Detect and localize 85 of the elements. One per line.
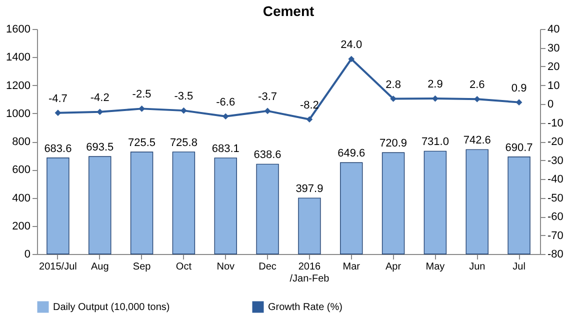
data-label: 720.9: [380, 138, 408, 150]
x-tick-label: Dec: [258, 262, 276, 272]
bar: [508, 156, 530, 254]
data-label: -8.2: [300, 99, 319, 112]
y2-tick-label: -60: [548, 211, 564, 223]
data-label: 24.0: [340, 39, 362, 51]
y-tick-label: 1200: [6, 80, 30, 92]
data-label: 690.7: [505, 142, 533, 154]
x-tick-label: Mar: [342, 262, 361, 272]
point: [432, 95, 438, 102]
point: [306, 116, 313, 123]
y-tick-label: 600: [12, 164, 30, 176]
y-tick-label: 800: [12, 136, 30, 148]
data-label: 683.6: [44, 142, 72, 155]
bar: [382, 152, 405, 254]
point: [390, 96, 396, 102]
bar: [256, 164, 279, 254]
data-label: 725.8: [170, 136, 198, 149]
data-label: 397.9: [296, 183, 324, 196]
point: [264, 108, 271, 114]
x-tick-label: Aug: [90, 262, 109, 272]
y2-tick-label: -70: [548, 230, 564, 242]
bar: [88, 156, 112, 254]
bar: [130, 152, 154, 254]
y2-tick-label: 0: [548, 98, 554, 110]
bar: [214, 158, 237, 254]
data-label: 2.8: [386, 78, 401, 91]
data-label: 2.6: [469, 79, 485, 92]
y-tick-label: 400: [12, 192, 30, 204]
y-tick-label: 1400: [6, 52, 30, 64]
point: [474, 96, 480, 102]
data-label: 725.5: [128, 136, 156, 149]
y2-tick-label: 30: [548, 42, 560, 54]
data-label: -4.2: [90, 92, 110, 104]
x-tick-label: 2015/Jul: [39, 262, 77, 272]
bar: [172, 152, 196, 254]
y2-tick-label: -20: [548, 136, 564, 148]
x-tick-label: Oct: [176, 262, 192, 272]
data-label: 638.6: [254, 149, 282, 162]
bar: [340, 162, 363, 254]
point: [54, 110, 62, 116]
data-label: -3.5: [174, 90, 194, 103]
bar: [298, 198, 321, 254]
y2-tick-label: 20: [548, 61, 560, 73]
point: [180, 107, 187, 114]
y2-tick-label: -10: [548, 117, 564, 130]
y2-tick-label: 40: [548, 24, 560, 36]
y2-tick-label: -50: [548, 192, 564, 204]
x-tick-label: 2016 /Jan-Feb: [290, 262, 330, 284]
data-label: 0.9: [511, 82, 527, 94]
bar: [466, 149, 488, 254]
x-tick-label: May: [426, 262, 445, 272]
legend-label: Growth Rate (%): [268, 302, 342, 313]
y-tick-label: 200: [12, 220, 30, 232]
data-label: 742.6: [463, 134, 491, 147]
point: [138, 106, 145, 112]
y2-tick-label: -40: [548, 174, 564, 186]
data-label: -4.7: [48, 92, 68, 105]
x-tick-label: Jun: [469, 262, 486, 272]
y2-tick-label: -80: [548, 248, 564, 260]
data-label: 693.5: [86, 141, 114, 154]
data-label: 731.0: [421, 136, 449, 148]
y-tick-label: 1600: [6, 24, 30, 36]
data-label: -6.6: [216, 96, 236, 108]
point: [222, 113, 229, 120]
bar: [46, 158, 70, 254]
point: [516, 99, 522, 106]
y-tick-label: 1000: [6, 108, 30, 120]
x-tick-label: Sep: [132, 262, 152, 272]
data-label: -2.5: [132, 88, 152, 101]
y-tick-label: 0: [24, 248, 30, 260]
bar: [424, 150, 447, 254]
point: [348, 56, 355, 62]
data-label: 649.6: [338, 148, 366, 160]
x-tick-label: Nov: [216, 262, 235, 272]
data-label: -3.7: [258, 90, 278, 103]
y2-tick-label: 10: [548, 80, 560, 92]
data-label: 2.9: [428, 78, 443, 91]
data-label: 683.1: [212, 142, 240, 155]
x-tick-label: Jul: [512, 262, 526, 272]
legend-label: Daily Output (10,000 tons): [53, 302, 170, 313]
y2-tick-label: -30: [548, 154, 564, 167]
x-tick-label: Apr: [386, 262, 402, 272]
chart-title: Cement: [262, 3, 315, 19]
point: [96, 108, 104, 116]
